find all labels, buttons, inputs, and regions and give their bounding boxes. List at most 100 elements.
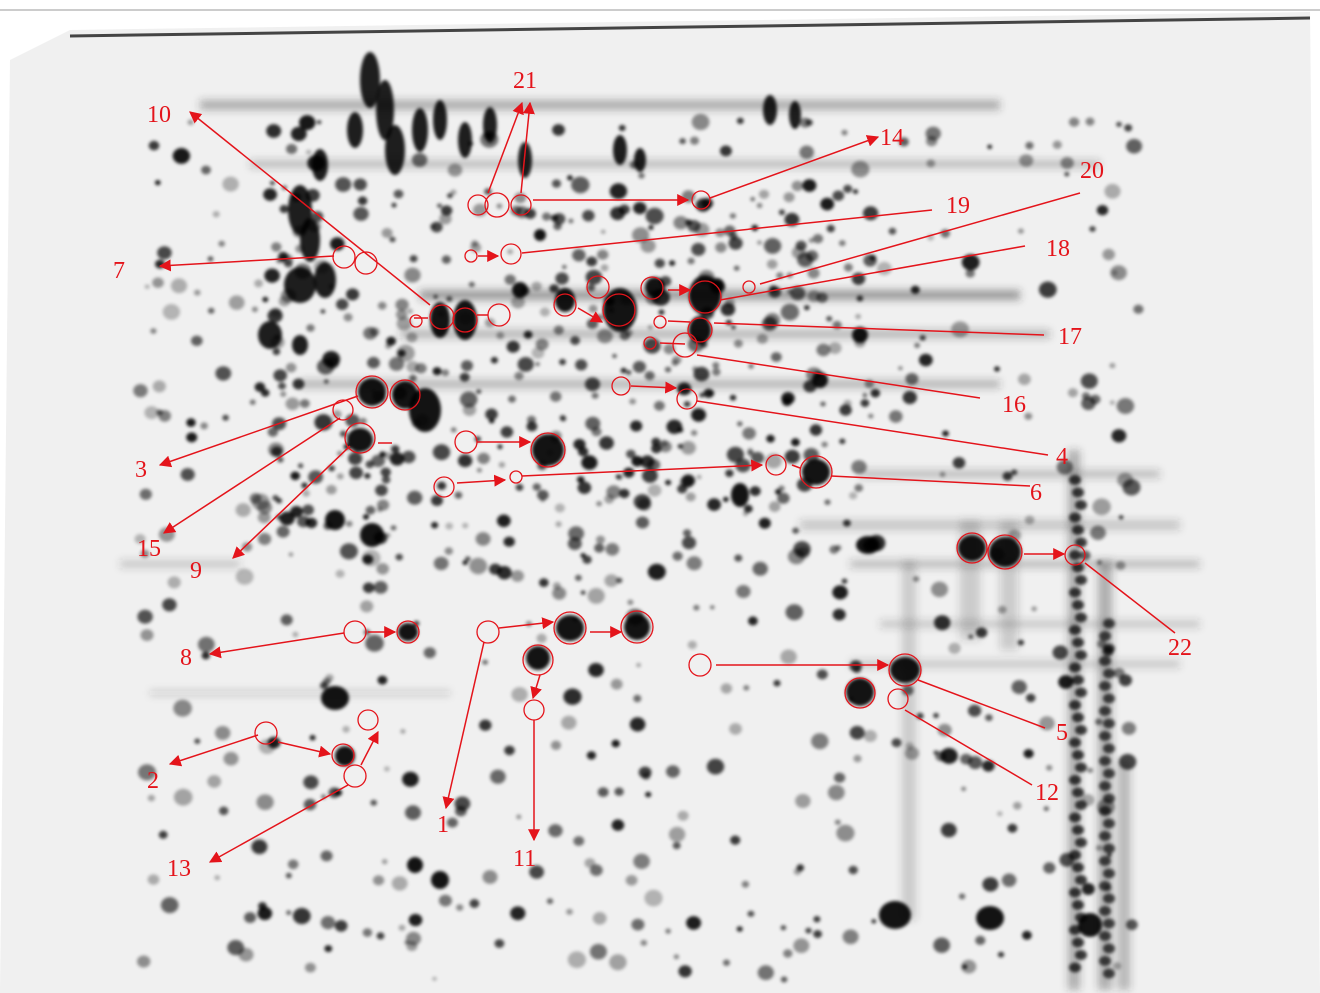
protein-spot <box>389 236 396 243</box>
annotation-arrow <box>189 111 431 306</box>
protein-spot <box>381 859 388 865</box>
protein-spot <box>307 155 326 172</box>
drop-spot <box>376 80 394 140</box>
protein-spot <box>730 835 741 845</box>
lane-spot <box>1099 931 1111 941</box>
protein-spot <box>645 207 664 225</box>
protein-spot <box>658 309 665 315</box>
protein-spot <box>725 469 734 478</box>
protein-spot <box>272 348 281 356</box>
protein-spot <box>447 163 463 177</box>
lane-spot <box>1069 512 1081 523</box>
protein-spot <box>482 870 498 884</box>
protein-spot <box>902 390 917 405</box>
annotation-arrow <box>158 395 359 468</box>
spot-circle <box>688 280 722 314</box>
protein-spot <box>353 178 367 191</box>
lane-spot <box>1103 693 1115 704</box>
protein-spot <box>155 259 165 269</box>
protein-spot <box>297 463 304 469</box>
protein-spot <box>542 212 551 221</box>
protein-spot <box>320 916 336 930</box>
protein-spot <box>736 585 751 598</box>
spot-label-8: 8 <box>180 645 192 671</box>
protein-spot <box>306 324 315 332</box>
protein-spot <box>582 210 595 222</box>
annotation-arrow <box>577 307 604 323</box>
protein-spot <box>381 228 393 238</box>
protein-spot <box>496 203 503 209</box>
protein-spot <box>288 552 294 557</box>
protein-spot <box>1025 693 1036 703</box>
spot-label-19: 19 <box>946 193 970 219</box>
protein-spot <box>345 520 353 527</box>
protein-spot <box>572 249 586 262</box>
protein-spot <box>559 414 566 421</box>
protein-spot <box>480 131 499 148</box>
protein-spot <box>470 242 482 253</box>
protein-spot <box>537 489 549 501</box>
protein-spot <box>1113 962 1122 970</box>
protein-spot <box>1008 529 1021 542</box>
spot-circle <box>331 743 355 767</box>
protein-spot <box>863 730 877 742</box>
protein-spot <box>856 536 880 554</box>
protein-spot <box>271 242 282 252</box>
protein-spot <box>173 788 193 806</box>
protein-spot <box>477 452 490 465</box>
protein-spot <box>536 633 547 643</box>
protein-spot <box>691 408 707 422</box>
protein-spot <box>508 395 516 403</box>
drop-spot <box>433 100 447 140</box>
protein-spot <box>937 723 952 737</box>
lane-spot <box>1069 625 1081 635</box>
protein-spot <box>778 209 786 216</box>
protein-spot <box>570 336 580 345</box>
protein-spot <box>805 927 812 934</box>
protein-spot <box>573 836 585 846</box>
drop-spot <box>412 108 428 152</box>
protein-spot <box>1068 117 1080 127</box>
protein-spot <box>811 733 829 750</box>
protein-spot <box>138 764 156 781</box>
protein-spot <box>445 522 454 530</box>
protein-spot <box>144 406 159 420</box>
protein-spot <box>534 229 546 241</box>
protein-spot <box>1080 373 1098 389</box>
protein-spot <box>834 819 841 825</box>
protein-spot <box>677 427 684 433</box>
protein-spot <box>235 503 251 517</box>
protein-spot <box>1111 429 1127 443</box>
protein-spot <box>685 492 696 502</box>
spot-label-14: 14 <box>880 125 904 151</box>
protein-spot <box>685 219 693 226</box>
annotation-arrow <box>208 632 345 659</box>
protein-spot <box>1096 845 1103 851</box>
lane-spot <box>1075 725 1087 735</box>
protein-spot <box>358 378 386 406</box>
protein-spot <box>302 489 310 497</box>
protein-spot <box>642 468 658 483</box>
protein-spot <box>1067 388 1078 398</box>
lane-spot <box>1072 750 1084 760</box>
protein-spot <box>482 659 488 665</box>
protein-spot <box>792 527 799 534</box>
protein-spot <box>1126 919 1138 930</box>
protein-spot <box>287 859 299 870</box>
protein-spot <box>627 599 634 606</box>
protein-spot <box>280 288 297 303</box>
protein-spot <box>631 455 643 467</box>
protein-spot <box>279 204 289 214</box>
protein-spot <box>742 427 756 440</box>
protein-spot <box>654 258 665 268</box>
protein-spot <box>940 822 957 838</box>
lane-spot <box>1072 937 1084 948</box>
protein-spot <box>539 578 549 587</box>
protein-spot <box>775 489 781 495</box>
drop-spot <box>789 101 801 129</box>
spot-circle <box>987 534 1023 570</box>
smear <box>300 380 1000 388</box>
protein-spot <box>648 225 654 230</box>
protein-spot <box>672 551 683 561</box>
smear <box>880 620 1200 628</box>
